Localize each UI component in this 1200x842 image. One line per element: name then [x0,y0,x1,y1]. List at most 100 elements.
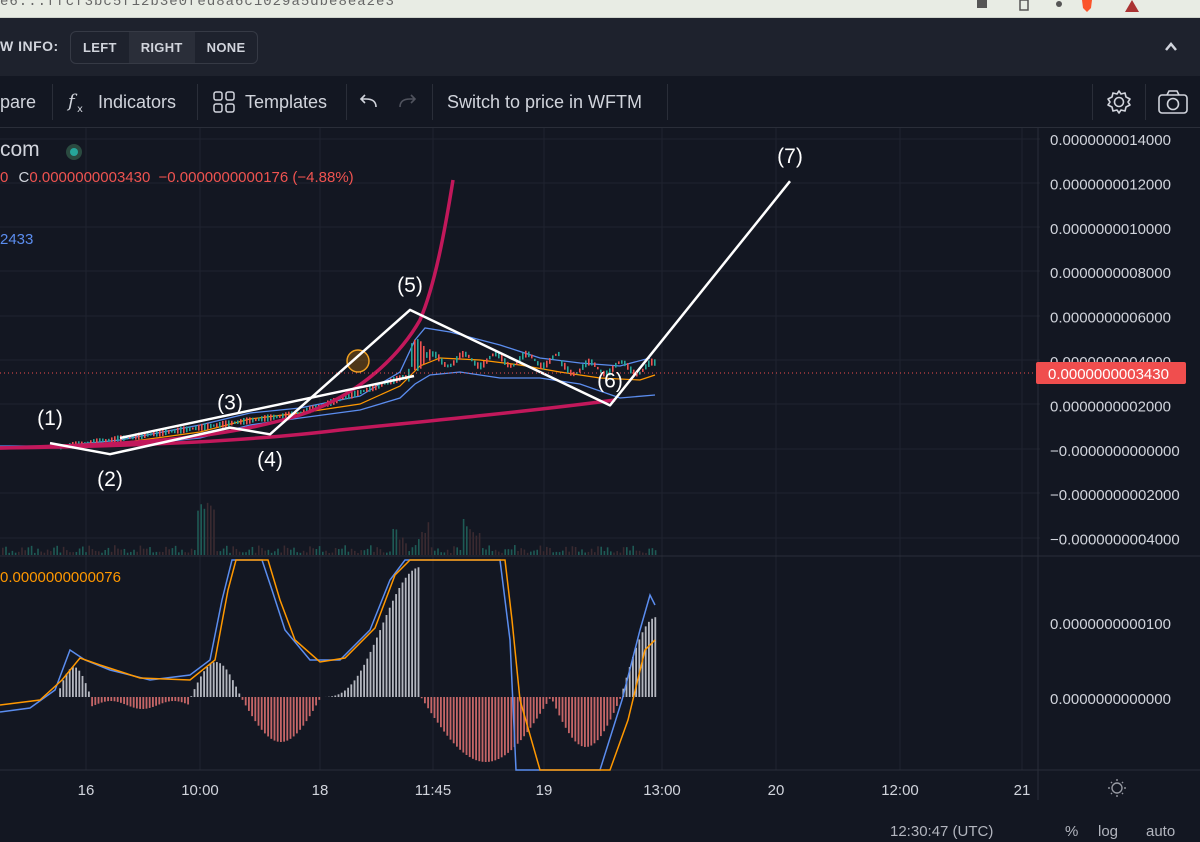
volume-bar [306,552,308,555]
candle [252,418,254,423]
candle [618,361,620,364]
volume-bar [418,539,420,555]
triangle-ext-icon[interactable] [1125,0,1139,12]
brave-shield-icon[interactable] [1080,0,1094,12]
candle [435,352,437,359]
svg-text:x: x [77,104,83,115]
volume-bar [79,549,81,555]
volume-bar [277,549,279,555]
time-tick-label: 20 [768,782,785,799]
auto-toggle[interactable]: auto [1146,823,1175,840]
volume-bar [322,552,324,555]
histogram-bar [504,697,506,755]
redo-icon [396,93,418,111]
histogram-bar [242,697,244,700]
candle [648,360,650,367]
percent-toggle[interactable]: % [1065,823,1078,840]
volume-bar [12,551,14,555]
volume-bar [56,546,58,555]
screenshot-button[interactable] [1157,76,1189,128]
candle [180,427,182,434]
price-axis[interactable]: 0.00000000140000.00000000120000.00000000… [1050,132,1180,549]
volume-bar [319,546,321,555]
histogram-bar [238,693,240,697]
symbol-name[interactable]: com [0,138,40,162]
volume-bar [268,550,270,555]
log-toggle[interactable]: log [1098,823,1118,840]
histogram-bar [571,697,573,738]
wave-label[interactable]: (1) [37,407,63,430]
candle [258,418,260,421]
histogram-bar [408,574,410,697]
redo-button[interactable] [396,76,418,128]
alert-circle[interactable] [347,350,369,372]
left-option[interactable]: LEFT [71,32,129,63]
compare-button[interactable]: pare [0,76,36,128]
volume-bar [463,519,465,555]
histogram-bar [149,697,151,708]
chevron-up-icon[interactable] [1164,40,1178,54]
templates-button[interactable]: Templates [213,76,327,128]
histogram-bar [517,697,519,744]
volume-bar [24,550,26,555]
switch-price-button[interactable]: Switch to price in WFTM [447,76,642,128]
histogram-bar [373,645,375,697]
price-tick-label: 0.0000000012000 [1050,176,1171,193]
histogram-bar [398,588,400,697]
volume-bar [533,551,535,555]
volume-bar [629,550,631,555]
utc-clock[interactable]: 12:30:47 (UTC) [890,823,993,840]
volume-bar [408,551,410,555]
volume-bar [88,546,90,555]
candle [255,418,257,421]
volume-bar [597,546,599,555]
volume-bar [143,549,145,555]
close-value: 0.0000000003430 [29,169,150,186]
histogram-bar [581,697,583,746]
candle [369,386,371,392]
volume-bar [194,550,196,555]
templates-label: Templates [245,92,327,113]
histogram-bar [264,697,266,733]
wave-label[interactable]: (3) [217,392,243,415]
settings-sun-icon[interactable] [1108,779,1126,797]
volume-bar [572,546,574,555]
wave-label[interactable]: (7) [777,145,803,168]
volume-bar [495,550,497,555]
volume-bar [229,553,231,555]
histogram-bar [114,697,116,701]
wave-label[interactable]: (6) [597,369,623,392]
histogram-bar [491,697,493,761]
wave-label[interactable]: (2) [97,468,123,491]
histogram-bar [245,697,247,705]
wave-label[interactable]: (5) [397,274,423,297]
candle [507,362,509,367]
candle [171,430,173,432]
volume-bar [421,532,423,555]
wave-label[interactable]: (4) [257,448,283,471]
histogram-bar [450,697,452,740]
candle [459,353,461,360]
candle [453,360,455,365]
volume-bar [626,547,628,555]
right-option[interactable]: RIGHT [129,32,195,63]
none-option[interactable]: NONE [195,32,258,63]
volume-bar [456,547,458,555]
copy-icon[interactable] [1017,0,1031,12]
candle [105,439,107,442]
histogram-bar [98,697,100,704]
undo-button[interactable] [358,76,380,128]
candle [651,359,653,366]
extension-icon[interactable] [975,0,989,12]
pin-icon[interactable] [1052,0,1066,12]
settings-button[interactable] [1105,76,1133,128]
chart-canvas[interactable]: (1) (2) (3) (4) (5) (6) (7) 0.00000000140000.0… [0,128,1200,837]
volume-bar [255,553,257,555]
volume-bar [616,551,618,555]
candle [480,362,482,369]
histogram-bar [555,697,557,709]
